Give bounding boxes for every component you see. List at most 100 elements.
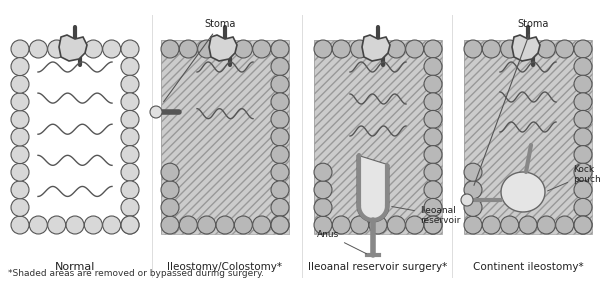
Circle shape bbox=[574, 110, 592, 129]
Circle shape bbox=[271, 216, 289, 234]
Circle shape bbox=[11, 146, 29, 164]
Polygon shape bbox=[209, 35, 237, 61]
Circle shape bbox=[121, 128, 139, 146]
Circle shape bbox=[66, 40, 84, 58]
Circle shape bbox=[350, 216, 368, 234]
Circle shape bbox=[11, 75, 29, 93]
Circle shape bbox=[406, 216, 424, 234]
Circle shape bbox=[574, 146, 592, 164]
Circle shape bbox=[464, 40, 482, 58]
Circle shape bbox=[500, 40, 518, 58]
Circle shape bbox=[424, 110, 442, 129]
Circle shape bbox=[574, 198, 592, 216]
Text: *Shaded areas are removed or bypassed during surgery.: *Shaded areas are removed or bypassed du… bbox=[8, 269, 264, 278]
Circle shape bbox=[271, 110, 289, 129]
Circle shape bbox=[519, 216, 537, 234]
Circle shape bbox=[85, 40, 103, 58]
Circle shape bbox=[85, 216, 103, 234]
Circle shape bbox=[121, 40, 139, 58]
Circle shape bbox=[424, 75, 442, 93]
Circle shape bbox=[424, 198, 442, 216]
Circle shape bbox=[314, 40, 332, 58]
Circle shape bbox=[519, 40, 537, 58]
Polygon shape bbox=[362, 35, 390, 61]
Circle shape bbox=[11, 128, 29, 146]
Circle shape bbox=[464, 163, 482, 181]
Circle shape bbox=[464, 181, 482, 199]
Circle shape bbox=[29, 216, 47, 234]
Circle shape bbox=[424, 93, 442, 111]
Circle shape bbox=[271, 198, 289, 216]
Circle shape bbox=[179, 40, 197, 58]
Circle shape bbox=[464, 216, 482, 234]
Circle shape bbox=[11, 198, 29, 216]
Circle shape bbox=[424, 181, 442, 199]
Circle shape bbox=[574, 163, 592, 181]
Circle shape bbox=[574, 216, 592, 234]
Circle shape bbox=[29, 40, 47, 58]
Circle shape bbox=[271, 75, 289, 93]
Circle shape bbox=[314, 181, 332, 199]
Circle shape bbox=[66, 216, 84, 234]
Circle shape bbox=[235, 40, 253, 58]
Circle shape bbox=[482, 216, 500, 234]
Circle shape bbox=[424, 216, 442, 234]
Text: Normal: Normal bbox=[55, 262, 95, 272]
Circle shape bbox=[197, 40, 215, 58]
Circle shape bbox=[271, 163, 289, 181]
Text: Ileoanal reservoir surgery*: Ileoanal reservoir surgery* bbox=[308, 262, 448, 272]
Circle shape bbox=[121, 58, 139, 76]
Text: Stoma: Stoma bbox=[474, 19, 548, 185]
Polygon shape bbox=[161, 40, 289, 234]
Circle shape bbox=[369, 216, 387, 234]
Circle shape bbox=[500, 216, 518, 234]
Circle shape bbox=[556, 216, 574, 234]
Circle shape bbox=[461, 194, 473, 206]
Circle shape bbox=[121, 216, 139, 234]
Circle shape bbox=[121, 110, 139, 129]
Circle shape bbox=[424, 128, 442, 146]
Circle shape bbox=[574, 40, 592, 58]
Circle shape bbox=[314, 216, 332, 234]
Circle shape bbox=[574, 128, 592, 146]
Circle shape bbox=[464, 198, 482, 216]
Circle shape bbox=[121, 198, 139, 216]
Circle shape bbox=[271, 128, 289, 146]
Circle shape bbox=[271, 216, 289, 234]
Polygon shape bbox=[512, 35, 540, 61]
Circle shape bbox=[538, 40, 556, 58]
Circle shape bbox=[271, 146, 289, 164]
Circle shape bbox=[150, 106, 162, 118]
Circle shape bbox=[121, 146, 139, 164]
Circle shape bbox=[121, 75, 139, 93]
Circle shape bbox=[121, 216, 139, 234]
Circle shape bbox=[332, 40, 350, 58]
Circle shape bbox=[216, 40, 234, 58]
Circle shape bbox=[11, 216, 29, 234]
Polygon shape bbox=[59, 35, 87, 61]
Circle shape bbox=[11, 93, 29, 111]
Circle shape bbox=[424, 58, 442, 76]
Circle shape bbox=[538, 216, 556, 234]
Circle shape bbox=[574, 181, 592, 199]
Circle shape bbox=[161, 216, 179, 234]
Circle shape bbox=[47, 216, 65, 234]
Circle shape bbox=[271, 93, 289, 111]
Circle shape bbox=[574, 93, 592, 111]
Circle shape bbox=[11, 40, 29, 58]
Circle shape bbox=[216, 216, 234, 234]
Circle shape bbox=[121, 163, 139, 181]
Circle shape bbox=[332, 216, 350, 234]
Circle shape bbox=[103, 40, 121, 58]
Circle shape bbox=[103, 216, 121, 234]
Circle shape bbox=[197, 216, 215, 234]
Circle shape bbox=[388, 216, 406, 234]
Circle shape bbox=[388, 40, 406, 58]
Circle shape bbox=[253, 216, 271, 234]
Circle shape bbox=[574, 58, 592, 76]
Polygon shape bbox=[464, 40, 592, 234]
Circle shape bbox=[482, 40, 500, 58]
Circle shape bbox=[11, 58, 29, 76]
Circle shape bbox=[424, 163, 442, 181]
Circle shape bbox=[574, 216, 592, 234]
